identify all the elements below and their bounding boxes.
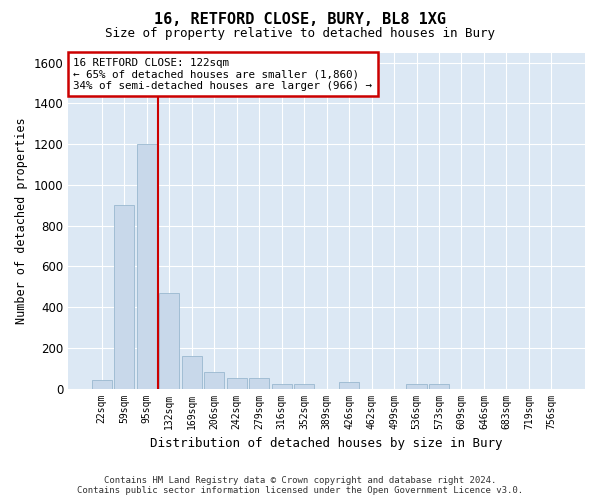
- Bar: [159, 293, 179, 388]
- Bar: [114, 206, 134, 388]
- Bar: [92, 380, 112, 388]
- Bar: [182, 356, 202, 388]
- X-axis label: Distribution of detached houses by size in Bury: Distribution of detached houses by size …: [151, 437, 503, 450]
- Bar: [406, 384, 427, 388]
- Text: Size of property relative to detached houses in Bury: Size of property relative to detached ho…: [105, 28, 495, 40]
- Bar: [272, 384, 292, 388]
- Bar: [294, 384, 314, 388]
- Bar: [249, 378, 269, 388]
- Bar: [429, 384, 449, 388]
- Y-axis label: Number of detached properties: Number of detached properties: [15, 117, 28, 324]
- Text: 16 RETFORD CLOSE: 122sqm
← 65% of detached houses are smaller (1,860)
34% of sem: 16 RETFORD CLOSE: 122sqm ← 65% of detach…: [73, 58, 373, 90]
- Text: 16, RETFORD CLOSE, BURY, BL8 1XG: 16, RETFORD CLOSE, BURY, BL8 1XG: [154, 12, 446, 28]
- Bar: [227, 378, 247, 388]
- Bar: [339, 382, 359, 388]
- Text: Contains HM Land Registry data © Crown copyright and database right 2024.
Contai: Contains HM Land Registry data © Crown c…: [77, 476, 523, 495]
- Bar: [204, 372, 224, 388]
- Bar: [137, 144, 157, 388]
